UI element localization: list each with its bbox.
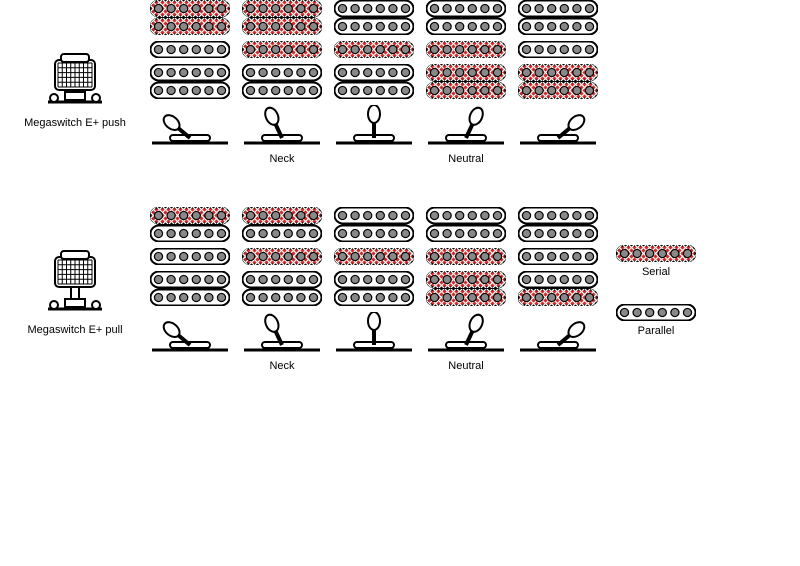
position-column (334, 207, 414, 374)
humbucker-icon (242, 0, 322, 35)
selector-switch-icon (150, 105, 230, 145)
singlecoil-icon (334, 248, 414, 265)
humbucker-icon (518, 271, 598, 306)
humbucker-icon (334, 271, 414, 306)
position-column (150, 207, 230, 374)
selector-switch-icon (334, 312, 414, 352)
humbucker-icon (426, 64, 506, 99)
singlecoil-icon (518, 248, 598, 265)
knob-label: Megaswitch E+ pull (27, 323, 122, 337)
position-column: Neutral (426, 207, 506, 374)
humbucker-icon (150, 0, 230, 35)
singlecoil-icon (616, 304, 696, 321)
singlecoil-icon (518, 41, 598, 58)
position-label: Neutral (448, 153, 483, 167)
singlecoil-icon (150, 248, 230, 265)
humbucker-icon (242, 64, 322, 99)
selector-switch-icon (334, 105, 414, 145)
humbucker-icon (334, 207, 414, 242)
humbucker-icon (150, 207, 230, 242)
singlecoil-icon (334, 41, 414, 58)
positions-row: Neck Neutral (150, 0, 598, 167)
singlecoil-icon (150, 41, 230, 58)
position-label: Neck (269, 360, 294, 374)
legend: Serial Parallel (616, 207, 696, 337)
singlecoil-icon (616, 245, 696, 262)
humbucker-icon (518, 207, 598, 242)
knob-label: Megaswitch E+ push (24, 116, 126, 130)
pickup-selector-section: Megaswitch E+ pull Neck Neutral Serial Paral… (0, 207, 800, 374)
knob-column: Megaswitch E+ pull (0, 207, 150, 337)
position-column: Neutral (426, 0, 506, 167)
legend-label: Parallel (638, 325, 675, 337)
legend-label: Serial (642, 266, 670, 278)
singlecoil-icon (242, 41, 322, 58)
position-label: Neck (269, 153, 294, 167)
positions-row: Neck Neutral (150, 207, 598, 374)
selector-switch-icon (150, 312, 230, 352)
position-column (518, 207, 598, 374)
humbucker-icon (242, 271, 322, 306)
knob-column: Megaswitch E+ push (0, 0, 150, 130)
position-column: Neck (242, 0, 322, 167)
selector-switch-icon (242, 312, 322, 352)
humbucker-icon (518, 0, 598, 35)
humbucker-icon (334, 0, 414, 35)
push-pull-knob-icon (40, 30, 110, 110)
singlecoil-icon (242, 248, 322, 265)
humbucker-icon (150, 271, 230, 306)
position-label: Neutral (448, 360, 483, 374)
pickup-selector-section: Megaswitch E+ push Neck Neutral (0, 0, 800, 167)
legend-item: Parallel (616, 304, 696, 337)
position-column (334, 0, 414, 167)
humbucker-icon (426, 0, 506, 35)
singlecoil-icon (426, 248, 506, 265)
humbucker-icon (334, 64, 414, 99)
humbucker-icon (426, 207, 506, 242)
selector-switch-icon (426, 312, 506, 352)
selector-switch-icon (518, 312, 598, 352)
humbucker-icon (518, 64, 598, 99)
selector-switch-icon (518, 105, 598, 145)
singlecoil-icon (426, 41, 506, 58)
selector-switch-icon (426, 105, 506, 145)
legend-item: Serial (616, 245, 696, 278)
selector-switch-icon (242, 105, 322, 145)
humbucker-icon (242, 207, 322, 242)
position-column (518, 0, 598, 167)
position-column: Neck (242, 207, 322, 374)
position-column (150, 0, 230, 167)
humbucker-icon (150, 64, 230, 99)
humbucker-icon (426, 271, 506, 306)
push-pull-knob-icon (40, 237, 110, 317)
